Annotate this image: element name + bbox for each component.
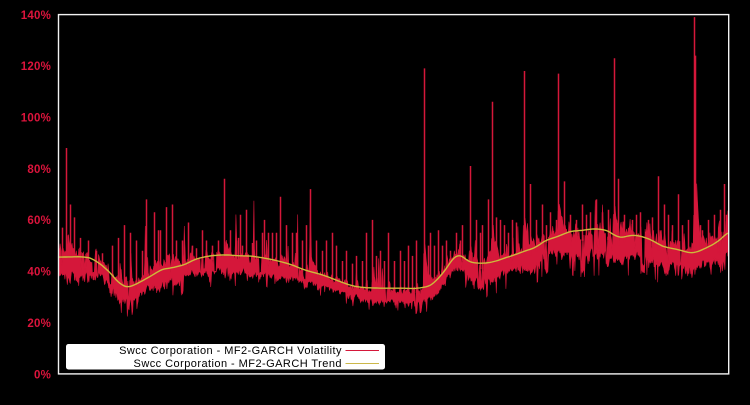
svg-text:40%: 40% [27, 267, 51, 279]
svg-text:Swcc Corporation - MF2-GARCH T: Swcc Corporation - MF2-GARCH Trend [134, 358, 342, 370]
svg-text:20%: 20% [27, 318, 51, 330]
svg-text:60%: 60% [27, 215, 51, 227]
svg-text:100%: 100% [21, 113, 51, 125]
svg-text:Swcc Corporation - MF2-GARCH V: Swcc Corporation - MF2-GARCH Volatility [119, 345, 342, 357]
svg-text:0%: 0% [34, 369, 51, 381]
svg-text:120%: 120% [21, 61, 51, 73]
svg-text:140%: 140% [21, 10, 51, 22]
svg-text:80%: 80% [27, 164, 51, 176]
